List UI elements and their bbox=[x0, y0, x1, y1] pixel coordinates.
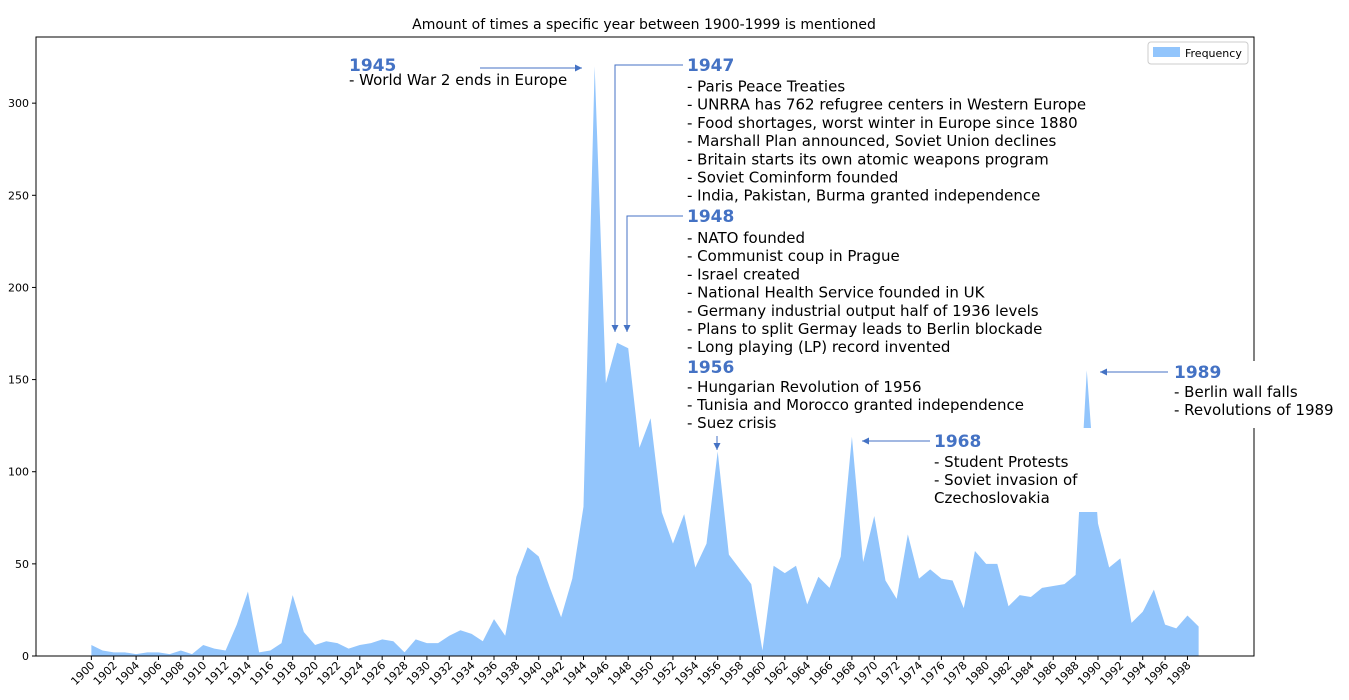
x-tick-label: 1950 bbox=[628, 659, 657, 688]
annotation-line: - Israel created bbox=[687, 265, 800, 283]
x-tick-label: 1904 bbox=[113, 659, 142, 688]
x-tick-label: 1994 bbox=[1120, 659, 1149, 688]
y-tick-label: 50 bbox=[15, 558, 29, 571]
x-tick-label: 1916 bbox=[247, 659, 276, 688]
annotation-line: - Germany industrial output half of 1936… bbox=[687, 302, 1039, 320]
annotation-box bbox=[1168, 361, 1349, 428]
x-tick-label: 1952 bbox=[650, 659, 679, 688]
annotation-line: - Britain starts its own atomic weapons … bbox=[687, 150, 1049, 168]
x-tick-label: 1922 bbox=[315, 659, 344, 688]
annotation-line: - NATO founded bbox=[687, 229, 805, 247]
x-tick-label: 1936 bbox=[471, 659, 500, 688]
x-tick-label: 1932 bbox=[426, 659, 455, 688]
x-tick-label: 1900 bbox=[68, 659, 97, 688]
area bbox=[91, 66, 1199, 657]
annotation-line: - National Health Service founded in UK bbox=[687, 284, 986, 302]
annotation-title: 1968 bbox=[934, 432, 981, 452]
x-tick-label: 1990 bbox=[1075, 659, 1104, 688]
annotation-line: - Revolutions of 1989 bbox=[1174, 401, 1334, 419]
annotation-line: - Long playing (LP) record invented bbox=[687, 338, 950, 356]
x-tick-label: 1942 bbox=[538, 659, 567, 688]
x-tick-label: 1972 bbox=[874, 659, 903, 688]
annotation-line: - Paris Peace Treaties bbox=[687, 78, 845, 96]
x-tick-label: 1930 bbox=[404, 659, 433, 688]
arrow bbox=[611, 64, 683, 332]
annotation-line: - India, Pakistan, Burma granted indepen… bbox=[687, 187, 1040, 205]
x-tick-label: 1924 bbox=[337, 659, 366, 688]
annotation-line: - Plans to split Germay leads to Berlin … bbox=[687, 320, 1042, 338]
x-tick-label: 1914 bbox=[225, 659, 254, 688]
annotation-title: 1947 bbox=[687, 56, 734, 76]
x-tick-label: 1918 bbox=[270, 659, 299, 688]
legend: Frequency bbox=[1147, 41, 1249, 65]
x-tick-label: 1992 bbox=[1097, 659, 1126, 688]
x-tick-label: 1912 bbox=[203, 659, 232, 688]
x-tick-label: 1962 bbox=[762, 659, 791, 688]
x-tick-label: 1966 bbox=[807, 659, 836, 688]
annotation-line: - Hungarian Revolution of 1956 bbox=[687, 378, 922, 396]
annotation-line: - UNRRA has 762 refugree centers in West… bbox=[687, 96, 1086, 114]
legend-label: Frequency bbox=[1185, 47, 1242, 60]
x-tick-label: 1934 bbox=[449, 659, 478, 688]
chart-title: Amount of times a specific year between … bbox=[412, 17, 876, 33]
x-tick-label: 1944 bbox=[561, 659, 590, 688]
annotation-line: - Student Protests bbox=[934, 453, 1069, 471]
x-tick-label: 1988 bbox=[1053, 659, 1082, 688]
x-tick-label: 1982 bbox=[986, 659, 1015, 688]
annotation-title: 1948 bbox=[687, 207, 734, 227]
x-tick-label: 1964 bbox=[784, 659, 813, 688]
annotation-box bbox=[1076, 428, 1098, 512]
annotation-line: - Soviet invasion of bbox=[934, 471, 1078, 489]
x-tick-label: 1908 bbox=[158, 659, 187, 688]
x-tick-label: 1946 bbox=[583, 659, 612, 688]
x-tick-label: 1974 bbox=[896, 659, 925, 688]
x-tick-label: 1954 bbox=[672, 659, 701, 688]
x-tick-label: 1928 bbox=[382, 659, 411, 688]
y-tick-label: 150 bbox=[8, 374, 29, 387]
x-tick-label: 1948 bbox=[605, 659, 634, 688]
y-tick-label: 0 bbox=[22, 650, 29, 663]
x-tick-label: 1906 bbox=[136, 659, 165, 688]
y-tick-label: 200 bbox=[8, 281, 29, 294]
x-tick-label: 1976 bbox=[919, 659, 948, 688]
x-tick-label: 1986 bbox=[1030, 659, 1059, 688]
annotation-line: - Marshall Plan announced, Soviet Union … bbox=[687, 132, 1057, 150]
x-tick-label: 1970 bbox=[851, 659, 880, 688]
annotation-line: - Suez crisis bbox=[687, 414, 777, 432]
annotation-line: - Communist coup in Prague bbox=[687, 247, 900, 265]
x-tick-label: 1956 bbox=[695, 659, 724, 688]
annotation-line: - Soviet Cominform founded bbox=[687, 169, 898, 187]
x-tick-label: 1958 bbox=[717, 659, 746, 688]
arrow bbox=[623, 215, 683, 332]
x-tick-label: 1996 bbox=[1142, 659, 1171, 688]
x-tick-label: 1984 bbox=[1008, 659, 1037, 688]
y-tick-label: 300 bbox=[8, 97, 29, 110]
x-tick-label: 1910 bbox=[180, 659, 209, 688]
x-tick-label: 1926 bbox=[359, 659, 388, 688]
x-tick-label: 1940 bbox=[516, 659, 545, 688]
plot-frame bbox=[35, 36, 1255, 657]
x-tick-label: 1968 bbox=[829, 659, 858, 688]
annotation-line: - Berlin wall falls bbox=[1174, 383, 1298, 401]
x-tick-label: 1902 bbox=[91, 659, 120, 688]
annotation-title: 1956 bbox=[687, 358, 734, 378]
annotation-title: 1989 bbox=[1174, 363, 1221, 383]
x-tick-label: 1980 bbox=[963, 659, 992, 688]
annotation-line: - Tunisia and Morocco granted independen… bbox=[687, 396, 1024, 414]
annotation-line: - World War 2 ends in Europe bbox=[349, 71, 567, 89]
annotation-title: 1945 bbox=[349, 56, 396, 76]
x-tick-label: 1938 bbox=[494, 659, 523, 688]
y-tick-label: 250 bbox=[8, 189, 29, 202]
legend-swatch bbox=[1153, 47, 1180, 57]
x-tick-label: 1998 bbox=[1165, 659, 1194, 688]
x-tick-label: 1978 bbox=[941, 659, 970, 688]
annotation-line: Czechoslovakia bbox=[934, 489, 1050, 507]
x-tick-label: 1920 bbox=[292, 659, 321, 688]
annotation-line: - Food shortages, worst winter in Europe… bbox=[687, 114, 1078, 132]
y-tick-label: 100 bbox=[8, 466, 29, 479]
x-tick-label: 1960 bbox=[740, 659, 769, 688]
